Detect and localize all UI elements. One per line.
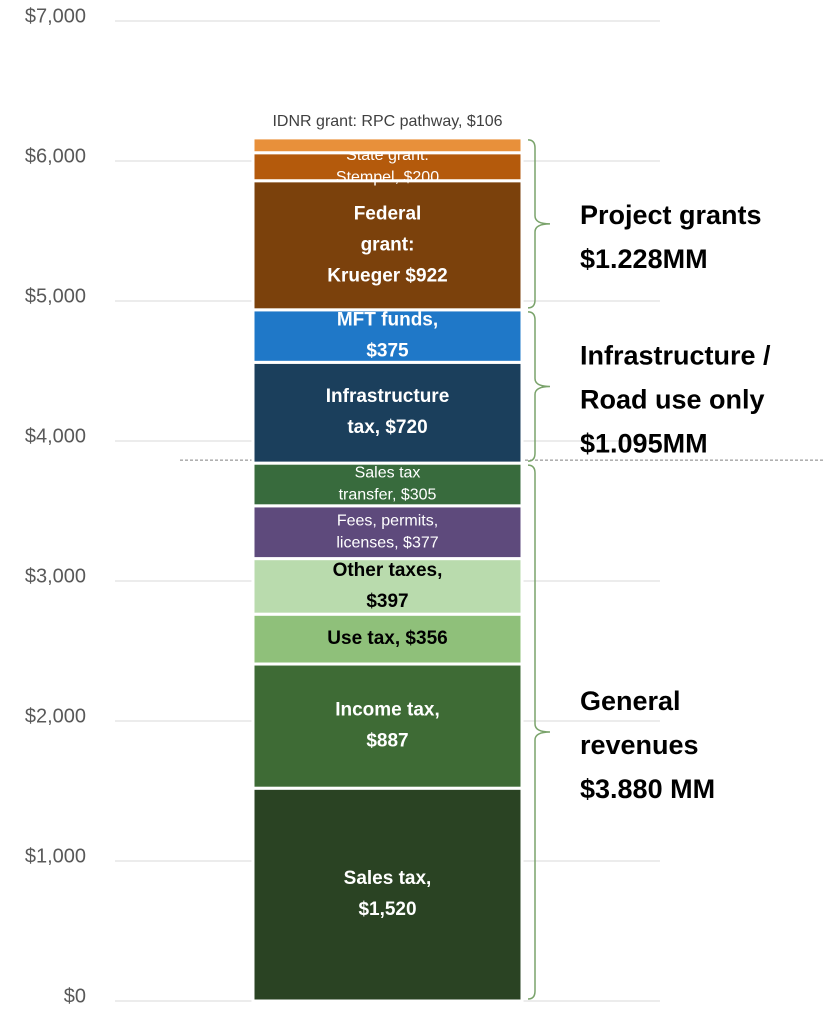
group-label: General — [580, 686, 681, 716]
bar-segment — [253, 788, 522, 1001]
y-tick-label: $3,000 — [25, 565, 86, 587]
y-tick-label: $4,000 — [25, 425, 86, 447]
group-label: revenues — [580, 730, 699, 760]
segment-label: Use tax, $356 — [327, 628, 447, 649]
segment-label: Stempel, $200 — [336, 169, 439, 186]
y-tick-label: $7,000 — [25, 5, 86, 27]
segment-label: $375 — [366, 341, 409, 362]
group-label: $3.880 MM — [580, 774, 715, 804]
bar-segment — [253, 362, 522, 463]
y-tick-label: $6,000 — [25, 145, 86, 167]
y-tick-label: $5,000 — [25, 285, 86, 307]
segment-label: licenses, $377 — [336, 534, 438, 551]
y-tick-label: $1,000 — [25, 845, 86, 867]
segment-label: $887 — [366, 731, 408, 752]
segment-label: IDNR grant: RPC pathway, $106 — [272, 113, 502, 130]
segment-label: $1,520 — [358, 899, 416, 920]
y-tick-label: $0 — [64, 985, 86, 1007]
segment-label: Federal — [354, 203, 422, 224]
segment-label: Fees, permits, — [337, 512, 438, 529]
group-label: Project grants — [580, 200, 762, 230]
bracket — [528, 140, 550, 308]
group-label: Road use only — [580, 385, 765, 415]
segment-label: Other taxes, — [333, 560, 443, 581]
bracket — [528, 312, 550, 461]
page: $0 $1,000 $2,000 $3,000 $4,000 $5,000 $6,000 $7… — [0, 0, 825, 1014]
bar-segment — [253, 138, 522, 153]
segment-label: $397 — [366, 591, 408, 612]
group-label: $1.095MM — [580, 429, 708, 459]
segment-label: Infrastructure — [326, 386, 450, 407]
segment-label: Sales tax, — [344, 868, 432, 889]
segment-label: transfer, $305 — [339, 487, 437, 504]
y-tick-label: $2,000 — [25, 705, 86, 727]
segment-label: grant: — [361, 234, 415, 255]
segment-label: Sales tax — [355, 465, 421, 482]
group-label: $1.228MM — [580, 244, 708, 274]
bar-segment — [253, 664, 522, 788]
segment-label: tax, $720 — [347, 417, 427, 438]
segment-label: Income tax, — [335, 700, 440, 721]
chart: $0 $1,000 $2,000 $3,000 $4,000 $5,000 $6,000 $7… — [0, 0, 825, 1014]
group-label: Infrastructure / — [580, 341, 771, 371]
segment-label: Krueger $922 — [327, 265, 447, 286]
bracket — [528, 465, 550, 999]
segment-label: MFT funds, — [337, 310, 438, 331]
